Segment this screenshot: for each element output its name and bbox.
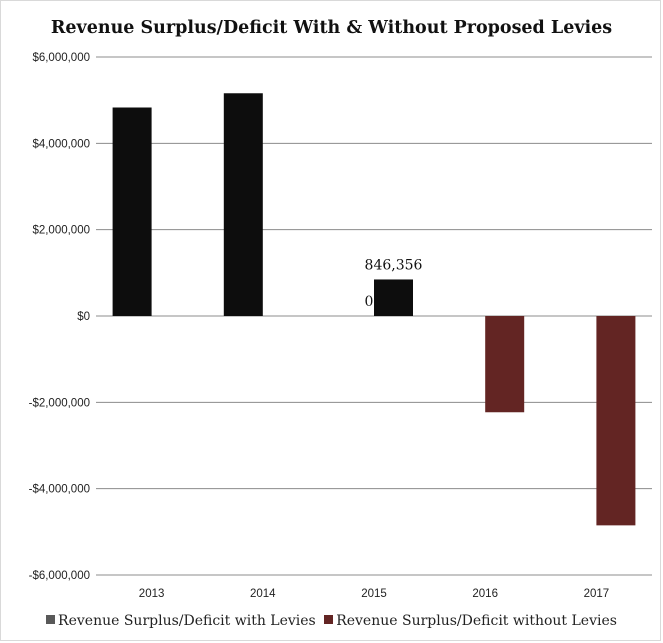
x-tick-label: 2013 — [139, 588, 165, 600]
data-label: 0 — [365, 294, 374, 310]
x-tick-label: 2014 — [250, 588, 276, 600]
y-tick-label: $4,000,000 — [32, 138, 90, 150]
x-tick-label: 2015 — [361, 588, 387, 600]
y-tick-label: $6,000,000 — [32, 52, 90, 64]
y-tick-label: $0 — [77, 311, 90, 323]
x-tick-label: 2017 — [584, 588, 610, 600]
bar — [223, 93, 263, 316]
data-label: 846,356 — [365, 257, 423, 273]
y-tick-label: -$2,000,000 — [29, 397, 90, 409]
bar — [596, 316, 636, 526]
legend-item-without-levies[interactable]: Revenue Surplus/Deficit without Levies — [324, 613, 617, 629]
legend-label-without-levies: Revenue Surplus/Deficit without Levies — [336, 613, 617, 629]
legend-item-with-levies[interactable]: Revenue Surplus/Deficit with Levies — [46, 613, 316, 629]
legend-swatch-with-levies — [46, 615, 56, 624]
y-tick-label: $2,000,000 — [32, 225, 90, 237]
legend: Revenue Surplus/Deficit with Levies Reve… — [0, 613, 663, 629]
bar — [112, 107, 152, 316]
y-tick-label: -$6,000,000 — [29, 570, 90, 582]
bar — [374, 279, 413, 316]
x-tick-label: 2016 — [472, 588, 498, 600]
legend-label-with-levies: Revenue Surplus/Deficit with Levies — [58, 613, 316, 629]
chart-title: Revenue Surplus/Deficit With & Without P… — [50, 18, 613, 38]
legend-swatch-without-levies — [324, 615, 334, 624]
bar — [485, 316, 525, 413]
y-tick-label: -$4,000,000 — [29, 484, 90, 496]
